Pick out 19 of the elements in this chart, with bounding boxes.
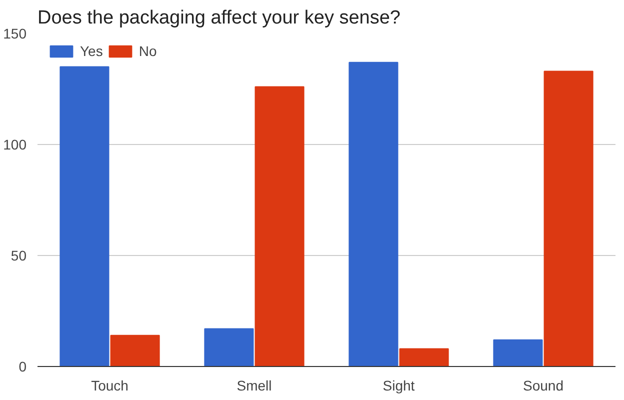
chart-title: Does the packaging affect your key sense? [38, 8, 400, 28]
x-tick-label: Touch [91, 378, 128, 394]
bar [204, 328, 254, 366]
bar [60, 66, 110, 366]
bar [399, 348, 449, 366]
x-tick-label: Sight [382, 378, 415, 394]
y-tick-label: 100 [3, 136, 27, 152]
y-tick-label: 150 [3, 26, 27, 42]
bar [348, 62, 398, 366]
bar [544, 70, 594, 366]
y-tick-label: 0 [18, 358, 27, 374]
x-tick-label: Sound [523, 378, 564, 394]
x-tick-label: Smell [236, 378, 272, 394]
bar [110, 334, 160, 366]
y-tick-label: 50 [10, 248, 27, 264]
bar [493, 339, 543, 366]
bar [254, 86, 304, 366]
legend-label: Yes [80, 43, 103, 59]
legend-label: No [138, 43, 158, 59]
